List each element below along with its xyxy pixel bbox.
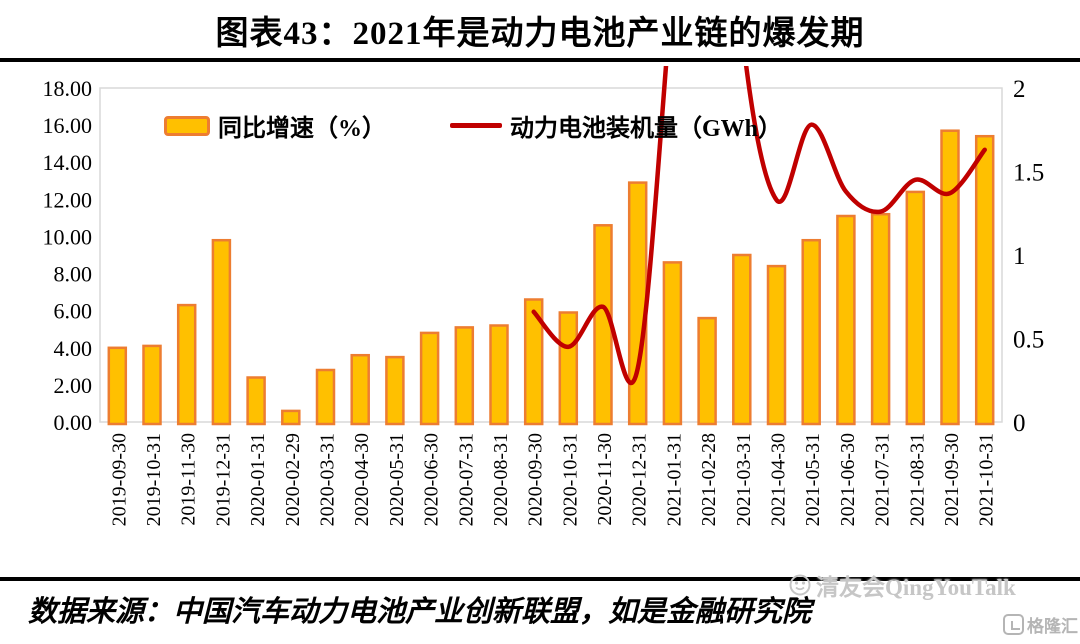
bar — [697, 316, 717, 426]
legend-line-label: 动力电池装机量（GWh） — [510, 116, 783, 142]
bar — [732, 253, 752, 426]
x-axis-ticks: 2019-09-30 2019-10-31 2019-11-30 2019-12-31… — [108, 433, 997, 526]
bar — [593, 224, 613, 426]
footer-divider — [0, 577, 1080, 581]
gelonghui-icon — [1003, 614, 1024, 635]
installed-capacity-line — [531, 66, 987, 386]
left-axis-tick-label: 16.00 — [43, 113, 93, 138]
right-axis-tick-label: 0 — [1013, 410, 1026, 437]
bar — [176, 303, 197, 426]
gelonghui-text: 格隆汇 — [1027, 617, 1078, 636]
legend-bar-label: 同比增速（%） — [218, 116, 386, 142]
x-axis-tick-label: 2019-09-30 — [108, 433, 130, 526]
bar-series — [107, 129, 995, 426]
bar — [385, 355, 405, 426]
bar — [766, 264, 787, 426]
bar — [836, 214, 856, 426]
x-axis-tick-label: 2020-04-30 — [351, 433, 373, 526]
data-source-note: 数据来源：中国汽车动力电池产业创新联盟，如是金融研究院 — [28, 596, 812, 628]
left-axis-tick-label: 18.00 — [43, 76, 93, 101]
bar — [107, 346, 128, 426]
x-axis-tick-label: 2021-10-31 — [976, 433, 998, 526]
x-axis-tick-label: 2021-07-31 — [872, 433, 894, 526]
gelonghui-logo: 格隆汇 — [1003, 612, 1078, 637]
x-axis-tick-label: 2021-08-31 — [906, 433, 928, 526]
right-axis-tick-label: 2 — [1013, 76, 1026, 103]
x-axis-tick-label: 2020-06-30 — [421, 433, 443, 526]
x-axis-tick-label: 2019-11-30 — [178, 433, 200, 526]
bar — [454, 326, 475, 426]
x-axis-tick-label: 2019-12-31 — [212, 433, 234, 526]
x-axis-tick-label: 2020-02-29 — [282, 433, 304, 526]
left-axis-tick-label: 8.00 — [54, 262, 93, 287]
x-axis-tick-label: 2021-04-30 — [768, 433, 790, 526]
bar — [246, 376, 266, 426]
qingyou-logo-icon — [789, 574, 811, 596]
left-axis-tick-label: 12.00 — [43, 187, 93, 212]
x-axis-tick-label: 2020-08-31 — [490, 433, 512, 526]
bar — [558, 311, 579, 426]
legend-item-line: 动力电池装机量（GWh） — [450, 108, 782, 143]
bar — [662, 261, 683, 426]
bar — [211, 238, 232, 426]
x-axis-tick-label: 2021-09-30 — [941, 433, 963, 526]
x-axis-tick-label: 2021-02-28 — [698, 433, 720, 526]
bar — [281, 409, 301, 426]
bar — [489, 324, 509, 426]
x-axis-tick-label: 2020-09-30 — [525, 433, 547, 526]
bar — [801, 238, 821, 426]
left-axis-tick-label: 0.00 — [54, 410, 93, 435]
right-axis-ticks: 0 0.5 1 1.5 2 — [1013, 76, 1044, 437]
x-axis-tick-label: 2020-12-31 — [629, 433, 651, 526]
bar — [523, 298, 544, 426]
bar — [940, 129, 960, 426]
x-axis-tick-label: 2019-10-31 — [143, 433, 165, 526]
bar — [974, 134, 995, 426]
right-axis-tick-label: 0.5 — [1013, 327, 1044, 354]
right-axis-tick-label: 1 — [1013, 243, 1026, 270]
left-axis-tick-label: 6.00 — [54, 299, 93, 324]
bar — [870, 212, 891, 426]
bar — [905, 190, 926, 426]
x-axis-tick-label: 2021-06-30 — [837, 433, 859, 526]
legend-item-bar: 同比增速（%） — [164, 108, 386, 143]
x-axis-tick-label: 2020-03-31 — [317, 433, 339, 526]
watermark-text: 清友会QingYouTalk — [816, 575, 1016, 600]
watermark: 清友会QingYouTalk — [788, 568, 1016, 602]
line-series — [531, 66, 987, 386]
bar — [315, 368, 336, 426]
right-axis-tick-label: 1.5 — [1013, 160, 1044, 187]
left-axis-ticks: 0.00 2.00 4.00 6.00 8.00 10.00 12.00 14.00 16.00… — [43, 76, 93, 435]
bar-swatch-icon — [164, 115, 210, 136]
bar — [350, 353, 370, 426]
x-axis-tick-label: 2021-03-31 — [733, 433, 755, 526]
left-axis-tick-label: 4.00 — [54, 336, 93, 361]
x-axis-tick-label: 2020-11-30 — [594, 433, 616, 526]
line-swatch-icon — [450, 123, 502, 128]
bar — [419, 331, 440, 426]
chart-title: 图表43：2021年是动力电池产业链的爆发期 — [215, 16, 865, 52]
left-axis-tick-label: 10.00 — [43, 224, 93, 249]
x-axis-tick-label: 2020-05-31 — [386, 433, 408, 526]
x-axis-tick-label: 2020-10-31 — [559, 433, 581, 526]
x-axis-tick-label: 2021-01-31 — [663, 433, 685, 526]
left-axis-tick-label: 14.00 — [43, 150, 93, 175]
x-axis-tick-label: 2020-01-31 — [247, 433, 269, 526]
bar — [627, 181, 648, 426]
title-divider — [0, 58, 1080, 62]
left-axis-tick-label: 2.00 — [54, 373, 93, 398]
x-axis-tick-label: 2021-05-31 — [802, 433, 824, 526]
x-axis-tick-label: 2020-07-31 — [455, 433, 477, 526]
bar — [142, 344, 162, 426]
